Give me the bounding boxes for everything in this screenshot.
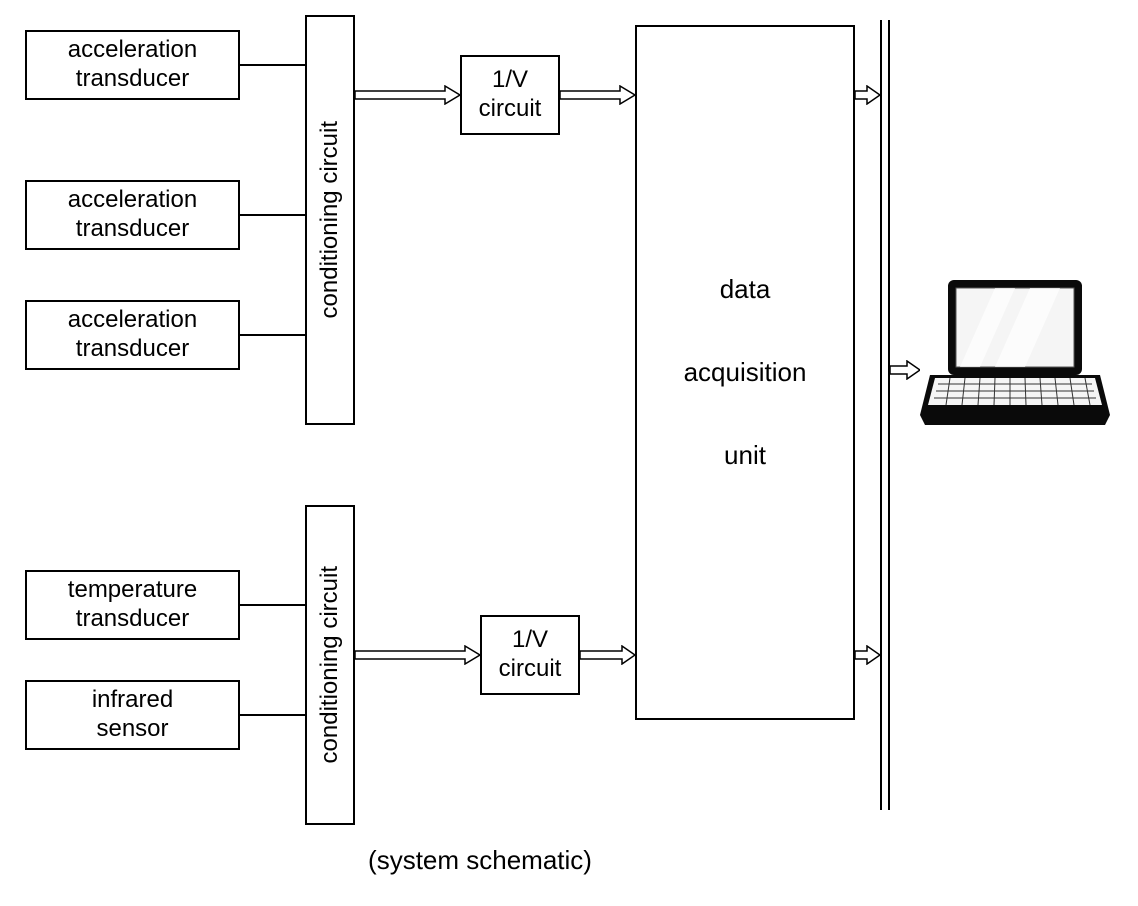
arrow-cond1-iv1 — [355, 85, 460, 105]
connector-accel1 — [240, 64, 305, 66]
ir-label: infraredsensor — [92, 686, 173, 744]
arrow-iv2-daq — [580, 645, 635, 665]
data-acquisition-unit: data acquisition unit — [635, 25, 855, 720]
temperature-transducer: temperaturetransducer — [25, 570, 240, 640]
iv-circuit-2: 1/Vcircuit — [480, 615, 580, 695]
bus-bar — [880, 20, 890, 810]
daq-label: data acquisition unit — [684, 269, 807, 477]
cond1-label: conditioning circuit — [316, 121, 345, 318]
connector-accel3 — [240, 334, 305, 336]
conditioning-circuit-2: conditioning circuit — [305, 505, 355, 825]
infrared-sensor: infraredsensor — [25, 680, 240, 750]
iv2-label: 1/Vcircuit — [499, 626, 562, 684]
accel-transducer-1: accelerationtransducer — [25, 30, 240, 100]
connector-temp — [240, 604, 305, 606]
accel2-label: accelerationtransducer — [68, 186, 197, 244]
accel1-label: accelerationtransducer — [68, 36, 197, 94]
arrow-iv1-daq — [560, 85, 635, 105]
arrow-daq-bar-bottom — [855, 645, 880, 665]
accel3-label: accelerationtransducer — [68, 306, 197, 364]
caption-text: (system schematic) — [368, 845, 592, 875]
cond2-label: conditioning circuit — [316, 566, 345, 763]
iv1-label: 1/Vcircuit — [479, 66, 542, 124]
temp-label: temperaturetransducer — [68, 576, 197, 634]
accel-transducer-3: accelerationtransducer — [25, 300, 240, 370]
arrow-cond2-iv2 — [355, 645, 480, 665]
laptop-icon — [920, 275, 1110, 435]
iv-circuit-1: 1/Vcircuit — [460, 55, 560, 135]
connector-ir — [240, 714, 305, 716]
conditioning-circuit-1: conditioning circuit — [305, 15, 355, 425]
accel-transducer-2: accelerationtransducer — [25, 180, 240, 250]
connector-accel2 — [240, 214, 305, 216]
diagram-caption: (system schematic) — [280, 845, 680, 876]
arrow-bar-laptop — [890, 360, 920, 380]
arrow-daq-bar-top — [855, 85, 880, 105]
